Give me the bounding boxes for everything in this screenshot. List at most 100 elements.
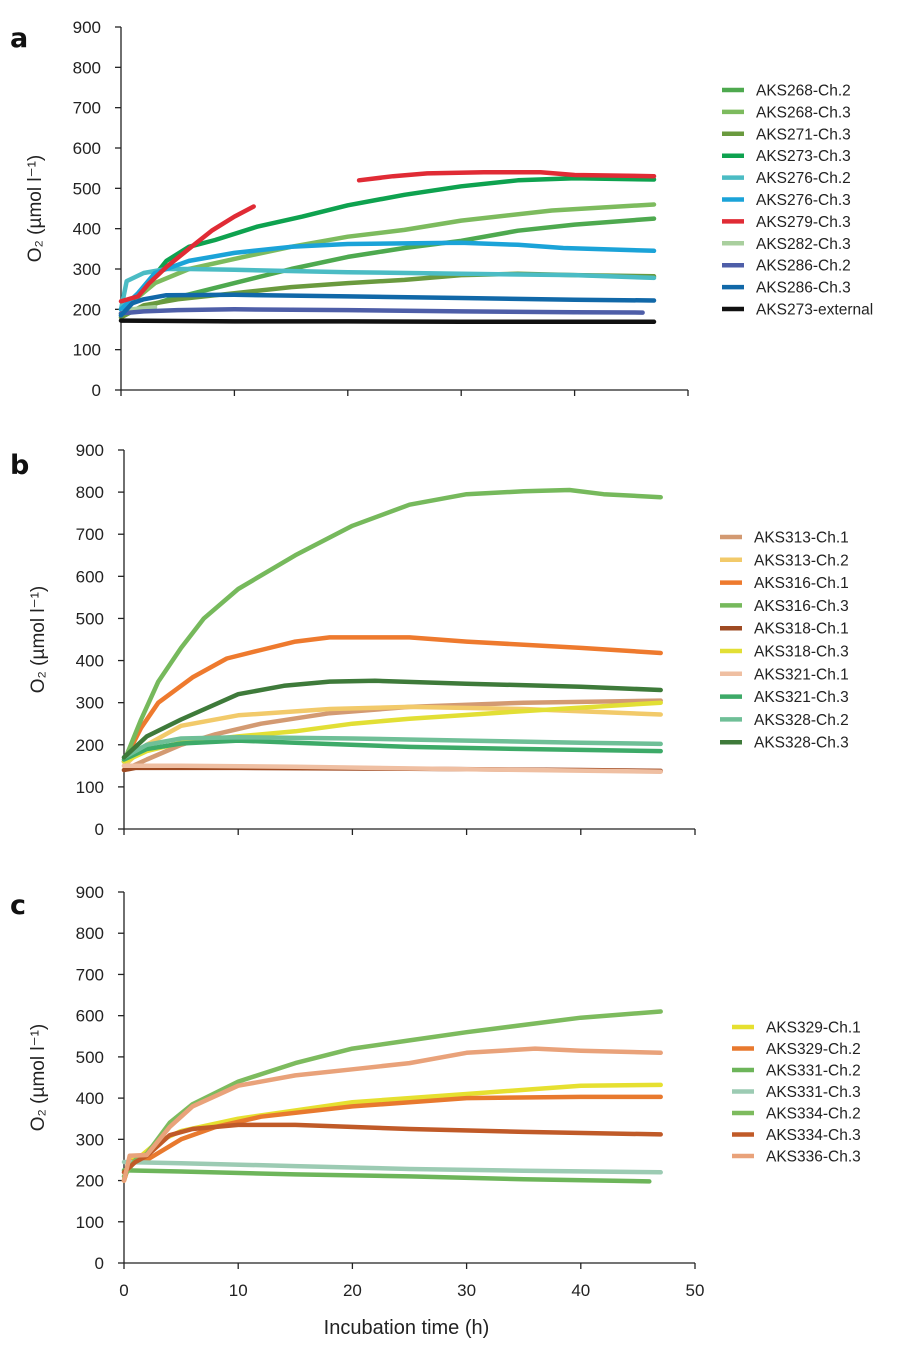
y-tick-label: 100	[76, 1213, 104, 1232]
x-tick-label: 10	[229, 1281, 248, 1300]
legend-item: AKS336-Ch.3	[732, 1149, 861, 1166]
legend-label: AKS276-Ch.3	[756, 192, 851, 209]
y-tick-label: 900	[76, 441, 104, 460]
legend-item: AKS316-Ch.1	[720, 575, 849, 592]
legend-item: AKS268-Ch.2	[722, 83, 851, 100]
series-line-aks316-ch.3	[121, 487, 663, 764]
y-tick-label: 600	[73, 139, 101, 158]
legend-item: AKS329-Ch.1	[732, 1020, 861, 1037]
legend-label: AKS313-Ch.2	[754, 552, 849, 569]
y-tick-label: 200	[73, 300, 101, 319]
legend-label: AKS271-Ch.3	[756, 126, 851, 143]
legend-item: AKS282-Ch.3	[722, 236, 851, 253]
legend-item: AKS271-Ch.3	[722, 126, 851, 143]
legend-item: AKS313-Ch.1	[720, 530, 849, 547]
legend-item: AKS321-Ch.1	[720, 666, 849, 683]
y-tick-label: 900	[73, 18, 101, 37]
legend-item: AKS313-Ch.2	[720, 552, 849, 569]
legend-item: AKS331-Ch.3	[732, 1084, 861, 1101]
y-tick-label: 500	[73, 179, 101, 198]
series-line-aks286-ch.3	[118, 292, 657, 318]
legend-label: AKS273-Ch.3	[756, 148, 851, 165]
legend-item: AKS279-Ch.3	[722, 214, 851, 231]
legend-label: AKS318-Ch.1	[754, 621, 849, 638]
y-tick-label: 200	[76, 1172, 104, 1191]
legend-label: AKS329-Ch.1	[766, 1020, 861, 1037]
legend-label: AKS334-Ch.2	[766, 1106, 861, 1123]
legend-label: AKS316-Ch.1	[754, 575, 849, 592]
legend-item: AKS334-Ch.3	[732, 1127, 861, 1144]
series-line-aks316-ch.1	[121, 635, 663, 764]
legend-item: AKS268-Ch.3	[722, 104, 851, 121]
series-line-aks336-ch.3	[121, 1046, 663, 1183]
legend-item: AKS273-Ch.3	[722, 148, 851, 165]
y-axis-label: O₂ (µmol l⁻¹)	[28, 586, 49, 694]
legend-label: AKS268-Ch.2	[756, 83, 851, 100]
x-tick-label: 0	[119, 1281, 128, 1300]
legend-label: AKS321-Ch.3	[754, 689, 849, 706]
legend-label: AKS318-Ch.3	[754, 644, 849, 661]
legend-item: AKS316-Ch.3	[720, 598, 849, 615]
y-tick-label: 700	[76, 965, 104, 984]
legend-item: AKS318-Ch.3	[720, 644, 849, 661]
legend-label: AKS321-Ch.1	[754, 666, 849, 683]
legend-label: AKS316-Ch.3	[754, 598, 849, 615]
y-tick-label: 800	[76, 924, 104, 943]
legend-item: AKS328-Ch.2	[720, 712, 849, 729]
legend-label: AKS268-Ch.3	[756, 104, 851, 121]
legend-label: AKS279-Ch.3	[756, 214, 851, 231]
legend-item: AKS286-Ch.3	[722, 280, 851, 297]
legend-label: AKS276-Ch.2	[756, 170, 851, 187]
y-tick-label: 400	[73, 220, 101, 239]
legend-label: AKS286-Ch.2	[756, 258, 851, 275]
legend-label: AKS313-Ch.1	[754, 530, 849, 547]
legend-item: AKS334-Ch.2	[732, 1106, 861, 1123]
y-tick-label: 800	[73, 58, 101, 77]
panel-a: a 0 100 200 300 400 500 600 700 800 900 O₂ (µmol l⁻…	[10, 18, 873, 400]
series-line-aks286-ch.2	[118, 307, 645, 316]
panel-label: a	[10, 23, 28, 54]
legend-label: AKS329-Ch.2	[766, 1041, 861, 1058]
series-line-aks313-ch.1	[121, 698, 663, 773]
legend-label: AKS273-external	[756, 302, 873, 319]
legend-item: AKS276-Ch.3	[722, 192, 851, 209]
series-line-aks334-ch.2	[121, 1009, 663, 1179]
y-tick-label: 0	[92, 381, 101, 400]
series-line-aks273-ch.3	[118, 176, 657, 312]
series-line-aks321-ch.3	[121, 738, 663, 762]
series-line-aks273-external	[118, 318, 657, 325]
y-tick-label: 300	[76, 1130, 104, 1149]
y-tick-label: 0	[95, 1254, 104, 1273]
series-line-aks279-ch.3	[118, 204, 256, 304]
legend-item: AKS329-Ch.2	[732, 1041, 861, 1058]
series-line-aks276-ch.3	[118, 240, 657, 312]
y-tick-label: 700	[76, 525, 104, 544]
series-line-aks276-ch.2	[118, 266, 657, 312]
legend-label: AKS336-Ch.3	[766, 1149, 861, 1166]
panel-b: b 0 100 200 300 400 500 600 700 800 900 O₂ (µmol l⁻…	[10, 441, 849, 839]
y-tick-label: 100	[73, 341, 101, 360]
y-tick-label: 500	[76, 609, 104, 628]
x-tick-label: 20	[343, 1281, 362, 1300]
legend-item: AKS276-Ch.2	[722, 170, 851, 187]
legend-item: AKS273-external	[722, 302, 873, 319]
panel-c: c 0 100 200 300 400 500 600 700 800 900 0 10 20 30 40 50…	[10, 883, 861, 1339]
legend-label: AKS334-Ch.3	[766, 1127, 861, 1144]
y-tick-label: 200	[76, 736, 104, 755]
x-axis-label: Incubation time (h)	[324, 1317, 490, 1339]
y-tick-label: 500	[76, 1048, 104, 1067]
panel-label: c	[10, 890, 26, 921]
series-line-aks321-ch.1	[121, 763, 663, 774]
y-tick-label: 600	[76, 1007, 104, 1026]
y-tick-label: 100	[76, 778, 104, 797]
y-tick-label: 400	[76, 652, 104, 671]
y-tick-label: 300	[76, 694, 104, 713]
series-line-aks328-ch.2	[121, 734, 663, 760]
legend-item: AKS331-Ch.2	[732, 1063, 861, 1080]
legend-label: AKS282-Ch.3	[756, 236, 851, 253]
series-line-aks279-ch.3	[356, 169, 657, 183]
series-line-aks331-ch.2	[121, 1168, 652, 1184]
legend-label: AKS328-Ch.2	[754, 712, 849, 729]
y-axis-label: O₂ (µmol l⁻¹)	[28, 1024, 49, 1132]
